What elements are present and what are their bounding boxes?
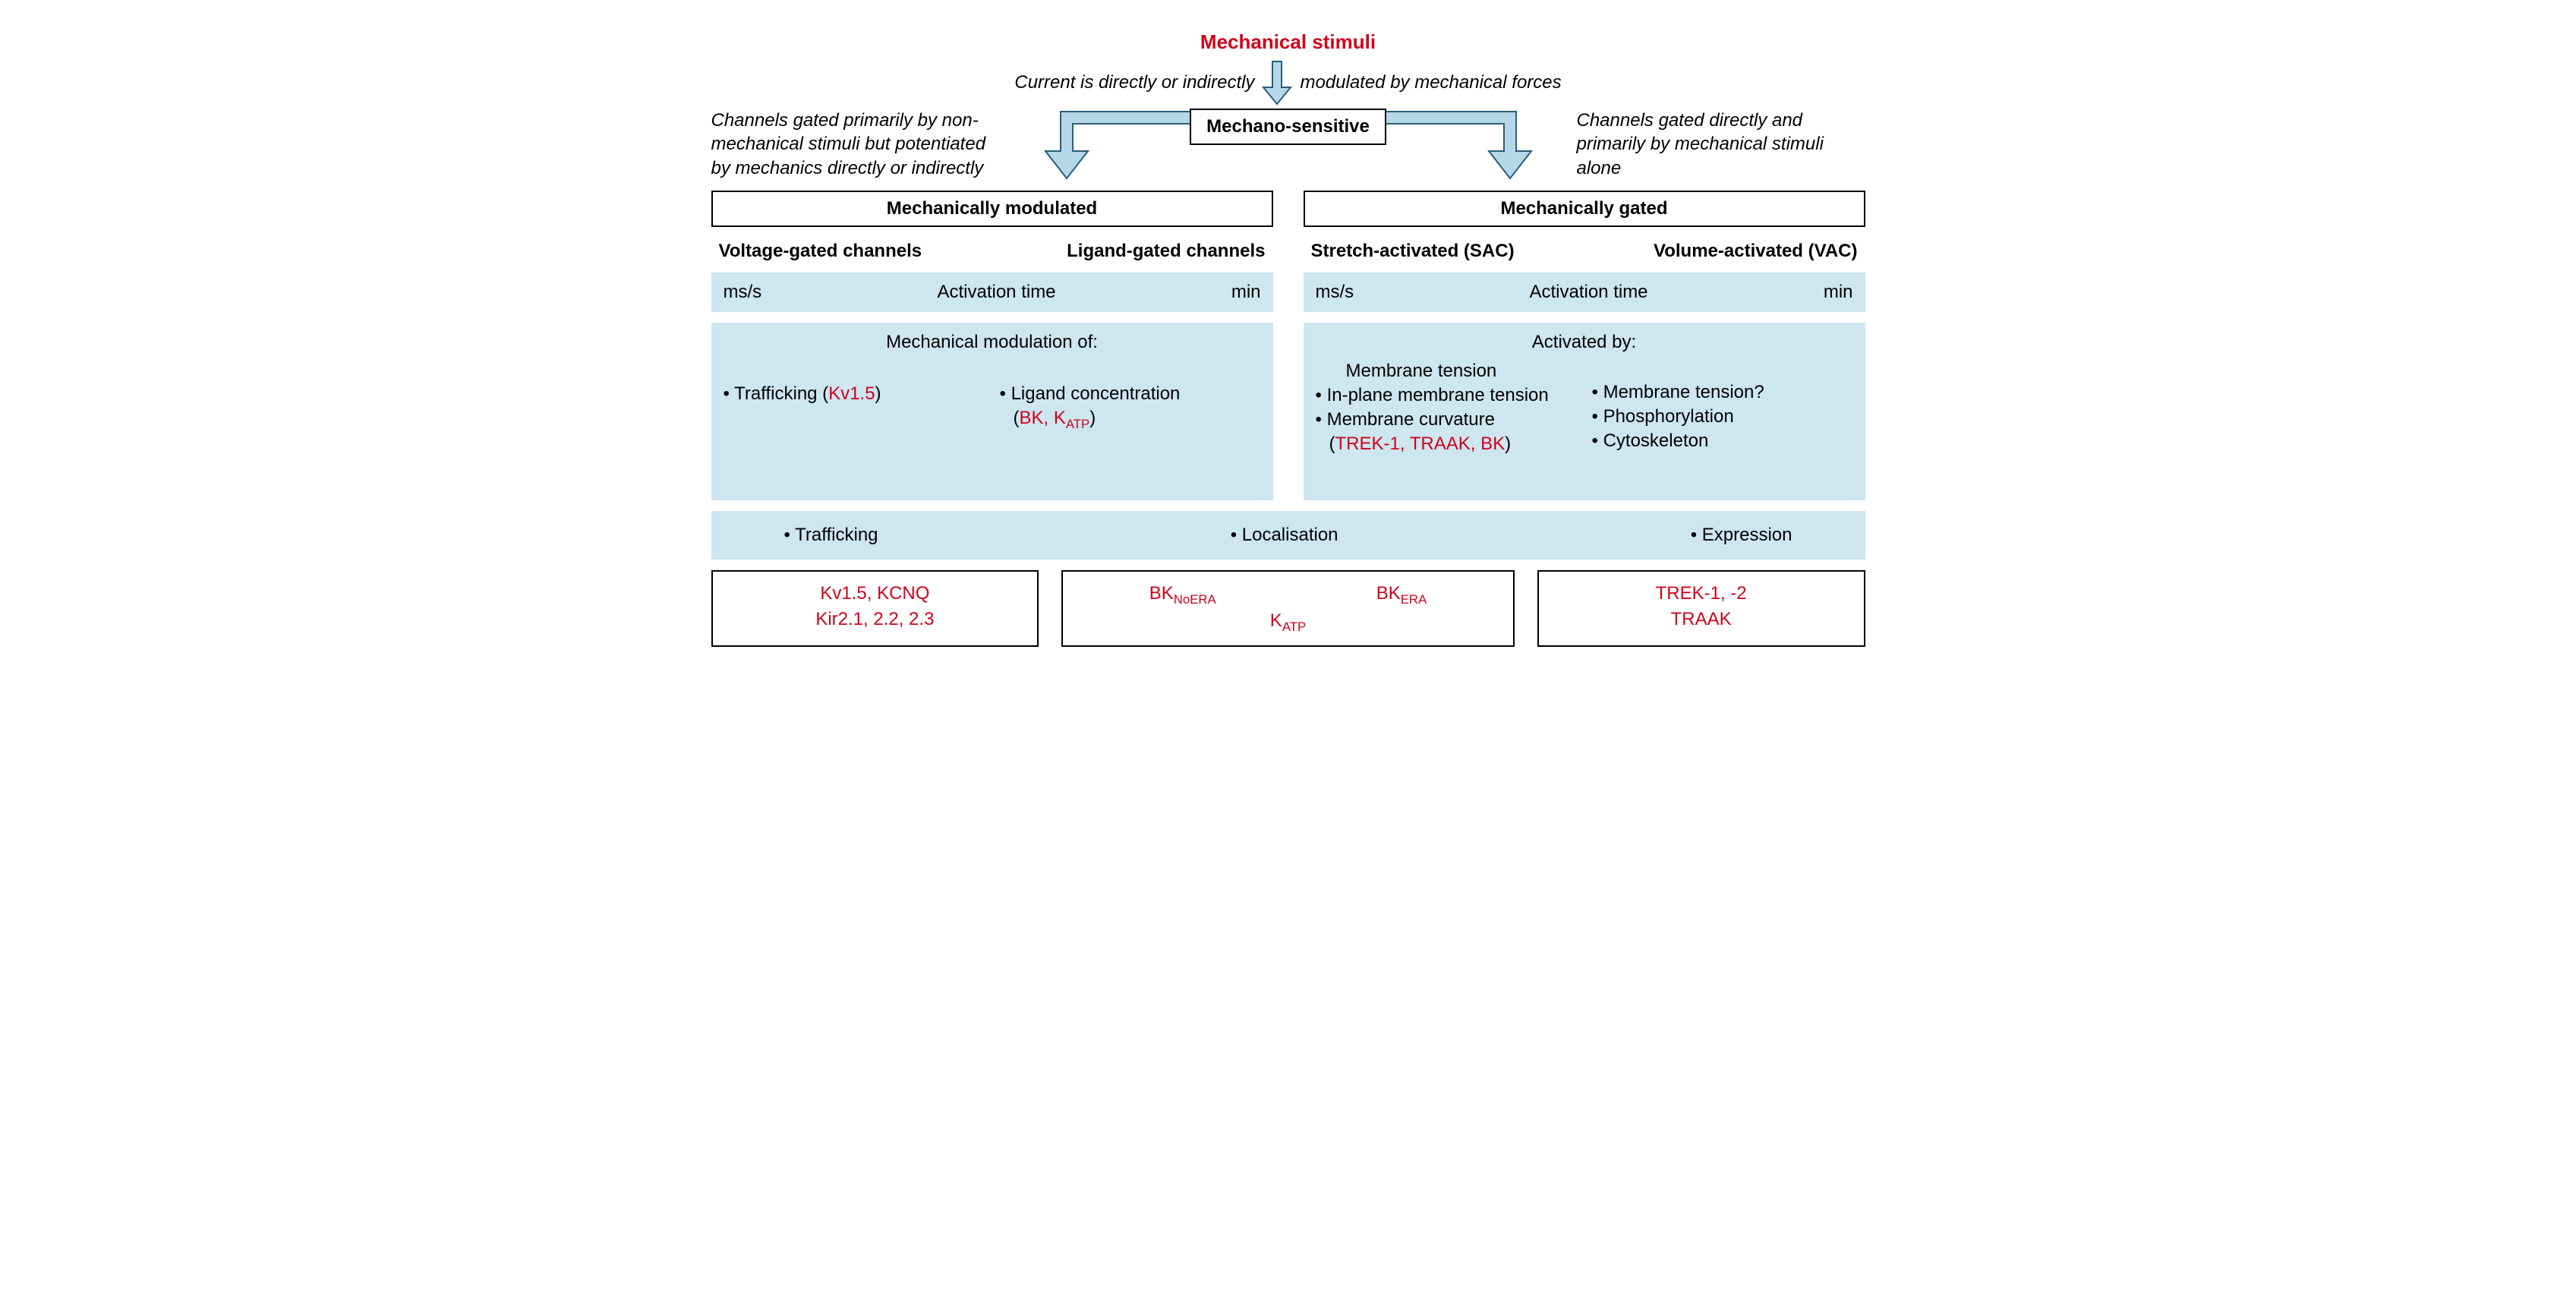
left-activation-ms: ms/s: [724, 282, 762, 303]
left-sub-voltage: Voltage-gated channels: [719, 241, 922, 262]
left-activation-min: min: [1231, 282, 1261, 303]
right-activation-ms: ms/s: [1316, 282, 1354, 303]
center-box-mechano: Mechano-sensitive: [1190, 109, 1386, 145]
left-activation-band: ms/s Activation time min: [711, 273, 1273, 312]
caption-left: Current is directly or indirectly: [1014, 72, 1254, 93]
caption-right: modulated by mechanical forces: [1300, 72, 1561, 93]
lower-item-trafficking: • Trafficking: [724, 525, 878, 546]
lower-item-expression: • Expression: [1691, 525, 1853, 546]
bbox2-a: BK: [1149, 583, 1174, 604]
vac-b3: • Cytoskeleton: [1592, 430, 1853, 452]
title-mechanical-stimuli: Mechanical stimuli: [711, 30, 1865, 54]
ligand-bullet-l2-sub: ATP: [1066, 417, 1089, 431]
left-panel-header: Mechanical modulation of:: [724, 332, 1261, 353]
bbox3-l1: TREK-1, -2: [1545, 581, 1858, 607]
voltage-bullet-suffix: ): [875, 383, 881, 404]
arrow-down-icon: [1262, 60, 1292, 106]
lower-band: • Trafficking • Localisation • Expressio…: [711, 511, 1865, 560]
sac-subheader: Membrane tension: [1316, 361, 1577, 382]
bbox2-b: BK: [1376, 583, 1401, 604]
sac-b2-red: TREK-1, TRAAK, BK: [1335, 434, 1506, 454]
vac-b2: • Phosphorylation: [1592, 406, 1853, 427]
right-activation-band: ms/s Activation time min: [1304, 273, 1865, 312]
sac-b2-red-prefix: (: [1329, 434, 1335, 454]
bbox2-b-sub: ERA: [1401, 592, 1427, 607]
bottom-box-1: Kv1.5, KCNQ Kir2.1, 2.2, 2.3: [711, 570, 1039, 647]
sac-bullets: Membrane tension • In-plane membrane ten…: [1316, 361, 1577, 458]
split-caption-left: Channels gated primarily by non-mechanic…: [711, 109, 1000, 180]
bbox2-a-sub: NoERA: [1174, 592, 1216, 607]
bbox2-c-sub: ATP: [1282, 620, 1306, 634]
vac-b1: • Membrane tension?: [1592, 382, 1853, 403]
left-activation-label: Activation time: [937, 282, 1055, 303]
voltage-bullets: • Trafficking (Kv1.5): [724, 361, 985, 435]
right-activation-min: min: [1824, 282, 1853, 303]
bottom-box-3: TREK-1, -2 TRAAK: [1537, 570, 1865, 647]
bbox2-c: K: [1270, 610, 1282, 631]
arrows-split: Mechano-sensitive: [1000, 102, 1577, 186]
bottom-boxes: Kv1.5, KCNQ Kir2.1, 2.2, 2.3 BKNoERA BKE…: [711, 570, 1865, 647]
ligand-bullets: • Ligand concentration (BK, KATP): [1000, 361, 1261, 435]
right-panel: Activated by: Membrane tension • In-plan…: [1304, 323, 1865, 500]
left-header: Mechanically modulated: [711, 191, 1273, 227]
lower-item-localisation: • Localisation: [1231, 525, 1338, 546]
sac-b2-red-suffix: ): [1505, 434, 1511, 454]
ligand-bullet-l2-suffix: ): [1089, 408, 1096, 428]
ligand-bullet-l1: • Ligand concentration: [1000, 383, 1261, 405]
right-sub-sac: Stretch-activated (SAC): [1311, 241, 1515, 262]
voltage-bullet-red: Kv1.5: [828, 383, 875, 404]
ligand-bullet-l2-red: BK, K: [1020, 408, 1066, 428]
sac-b2: • Membrane curvature: [1316, 409, 1577, 430]
right-panel-header: Activated by:: [1316, 332, 1853, 353]
voltage-bullet-prefix: • Trafficking (: [724, 383, 829, 404]
bbox1-l2: Kir2.1, 2.2, 2.3: [719, 607, 1032, 632]
bottom-box-2: BKNoERA BKERA KATP: [1061, 570, 1514, 647]
right-activation-label: Activation time: [1529, 282, 1647, 303]
right-sub-vac: Volume-activated (VAC): [1654, 241, 1858, 262]
left-sub-ligand: Ligand-gated channels: [1067, 241, 1265, 262]
right-column: Mechanically gated Stretch-activated (SA…: [1304, 191, 1865, 500]
bbox3-l2: TRAAK: [1545, 607, 1858, 632]
bbox1-l1: Kv1.5, KCNQ: [719, 581, 1032, 607]
ligand-bullet-l2-prefix: (: [1014, 408, 1020, 428]
caption-row-top: Current is directly or indirectly modula…: [711, 60, 1865, 106]
left-panel: Mechanical modulation of: • Trafficking …: [711, 323, 1273, 500]
vac-bullets: • Membrane tension? • Phosphorylation • …: [1592, 361, 1853, 458]
right-header: Mechanically gated: [1304, 191, 1865, 227]
sac-b1: • In-plane membrane tension: [1316, 385, 1577, 406]
split-caption-right: Channels gated directly and primarily by…: [1577, 109, 1865, 180]
left-column: Mechanically modulated Voltage-gated cha…: [711, 191, 1273, 500]
